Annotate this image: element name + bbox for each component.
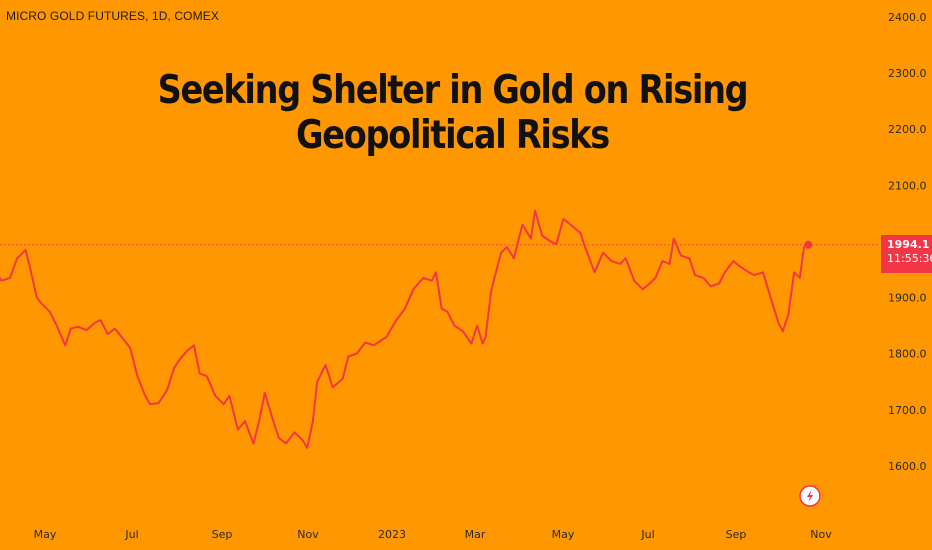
lightning-logo[interactable] — [799, 485, 821, 507]
x-tick-label: Sep — [212, 528, 233, 541]
last-price-marker — [804, 240, 813, 249]
price-badge: 1994.1 11:55:36 — [881, 235, 932, 273]
page-title: Seeking Shelter in Gold on Rising Geopol… — [157, 68, 749, 158]
x-tick-label: Mar — [465, 528, 486, 541]
x-tick-label: May — [552, 528, 575, 541]
y-tick-label: 1900.0 — [888, 292, 927, 305]
x-tick-label: Jul — [124, 528, 138, 541]
symbol-label: MICRO GOLD FUTURES, 1D, COMEX — [6, 9, 219, 23]
y-tick-label: 2100.0 — [888, 179, 927, 192]
y-tick-label: 1800.0 — [888, 348, 927, 361]
x-tick-label: Sep — [726, 528, 747, 541]
x-axis: May Jul Sep Nov 2023 Mar May Jul Sep Nov — [34, 528, 833, 541]
x-tick-label: Jul — [640, 528, 654, 541]
x-tick-label: May — [34, 528, 57, 541]
last-price-value: 1994.1 — [887, 238, 930, 251]
y-tick-label: 1600.0 — [888, 460, 927, 473]
x-tick-label: Nov — [810, 528, 832, 541]
countdown-time: 11:55:36 — [887, 252, 932, 265]
x-tick-label: 2023 — [378, 528, 406, 541]
y-tick-label: 2200.0 — [888, 123, 927, 136]
y-tick-label: 1700.0 — [888, 404, 927, 417]
x-tick-label: Nov — [297, 528, 319, 541]
y-tick-label: 2400.0 — [888, 11, 927, 24]
y-tick-label: 2300.0 — [888, 67, 927, 80]
price-series-line — [0, 209, 810, 449]
